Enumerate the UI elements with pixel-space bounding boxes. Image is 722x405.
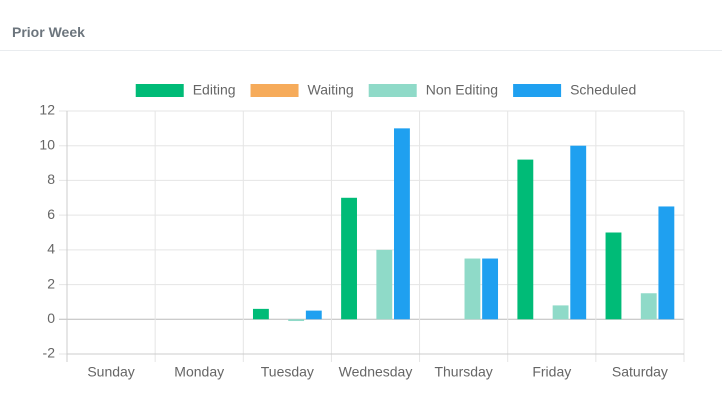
legend-label: Scheduled [570, 82, 636, 98]
bar [658, 206, 675, 320]
legend-swatch [248, 82, 301, 99]
legend-label: Non Editing [426, 82, 498, 98]
x-tick-label: Saturday [612, 364, 668, 380]
y-tick-label: 4 [47, 241, 55, 257]
card-title: Prior Week [12, 24, 85, 40]
y-tick-label: 12 [39, 102, 55, 118]
x-tick-label: Tuesday [261, 364, 314, 380]
y-tick-label: 6 [47, 206, 55, 222]
bar [252, 308, 269, 320]
legend-swatch [366, 82, 419, 99]
y-tick-label: 2 [47, 275, 55, 291]
bar [552, 305, 569, 320]
bar [288, 319, 305, 322]
bar [464, 258, 481, 320]
legend-label: Editing [193, 82, 236, 98]
y-tick-label: 0 [47, 310, 55, 326]
bar [305, 310, 322, 320]
x-tick-label: Wednesday [339, 364, 413, 380]
bar [482, 258, 499, 320]
legend-swatch [133, 82, 186, 99]
bar [640, 293, 657, 320]
bar [376, 249, 393, 320]
bar [605, 232, 622, 320]
bar [341, 197, 357, 320]
x-tick-label: Sunday [87, 364, 134, 380]
bar [517, 159, 534, 320]
x-tick-label: Monday [174, 364, 224, 380]
y-tick-label: 10 [39, 136, 55, 152]
legend-label: Waiting [308, 82, 354, 98]
y-tick-label: 8 [47, 171, 55, 187]
card-header: Prior Week [0, 0, 722, 51]
x-tick-label: Thursday [434, 364, 492, 380]
legend-swatch [511, 82, 564, 99]
bar [394, 128, 410, 320]
y-tick-label: -2 [43, 345, 56, 361]
bar [570, 145, 587, 320]
x-tick-label: Friday [532, 364, 571, 380]
